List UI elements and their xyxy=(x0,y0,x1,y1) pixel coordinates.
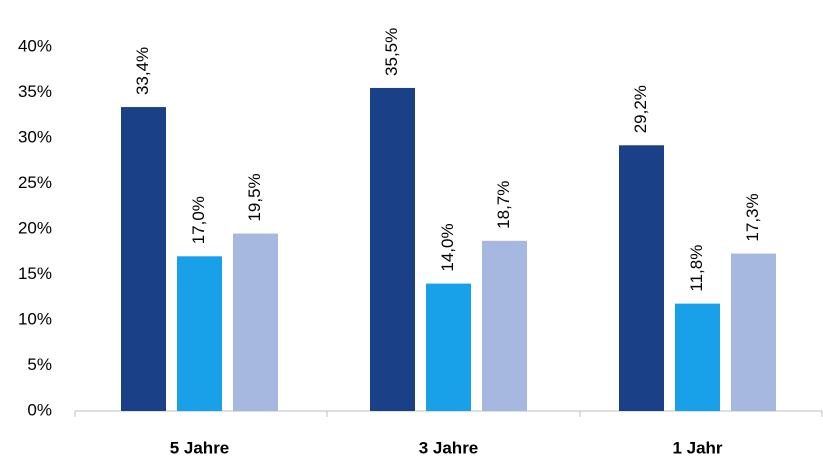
value-label: 14,0% xyxy=(438,223,457,271)
x-tick-label: 3 Jahre xyxy=(419,438,479,457)
y-tick-label: 10% xyxy=(18,309,52,328)
y-tick-label: 20% xyxy=(18,218,52,237)
bar xyxy=(121,107,166,411)
y-tick-label: 15% xyxy=(18,264,52,283)
y-tick-label: 0% xyxy=(27,400,52,419)
y-tick-label: 40% xyxy=(18,36,52,55)
value-label: 11,8% xyxy=(687,245,706,292)
y-tick-label: 25% xyxy=(18,173,52,192)
bar xyxy=(370,87,415,411)
bar xyxy=(177,256,222,411)
y-tick-label: 5% xyxy=(27,355,52,374)
y-tick-label: 30% xyxy=(18,127,52,146)
value-label: 17,3% xyxy=(743,193,762,241)
value-label: 29,2% xyxy=(631,85,650,133)
value-label: 19,5% xyxy=(245,173,264,221)
bar xyxy=(619,145,664,411)
value-label: 18,7% xyxy=(494,181,513,229)
value-label: 33,4% xyxy=(133,47,152,95)
y-tick-label: 35% xyxy=(18,82,52,101)
value-label: 35,5% xyxy=(382,28,401,76)
x-tick-label: 1 Jahr xyxy=(672,438,722,457)
bar xyxy=(426,283,471,411)
bar xyxy=(233,233,278,411)
bar xyxy=(675,303,720,411)
bar xyxy=(731,253,776,411)
x-tick-label: 5 Jahre xyxy=(170,438,230,457)
value-label: 17,0% xyxy=(189,196,208,244)
bar xyxy=(482,240,527,411)
